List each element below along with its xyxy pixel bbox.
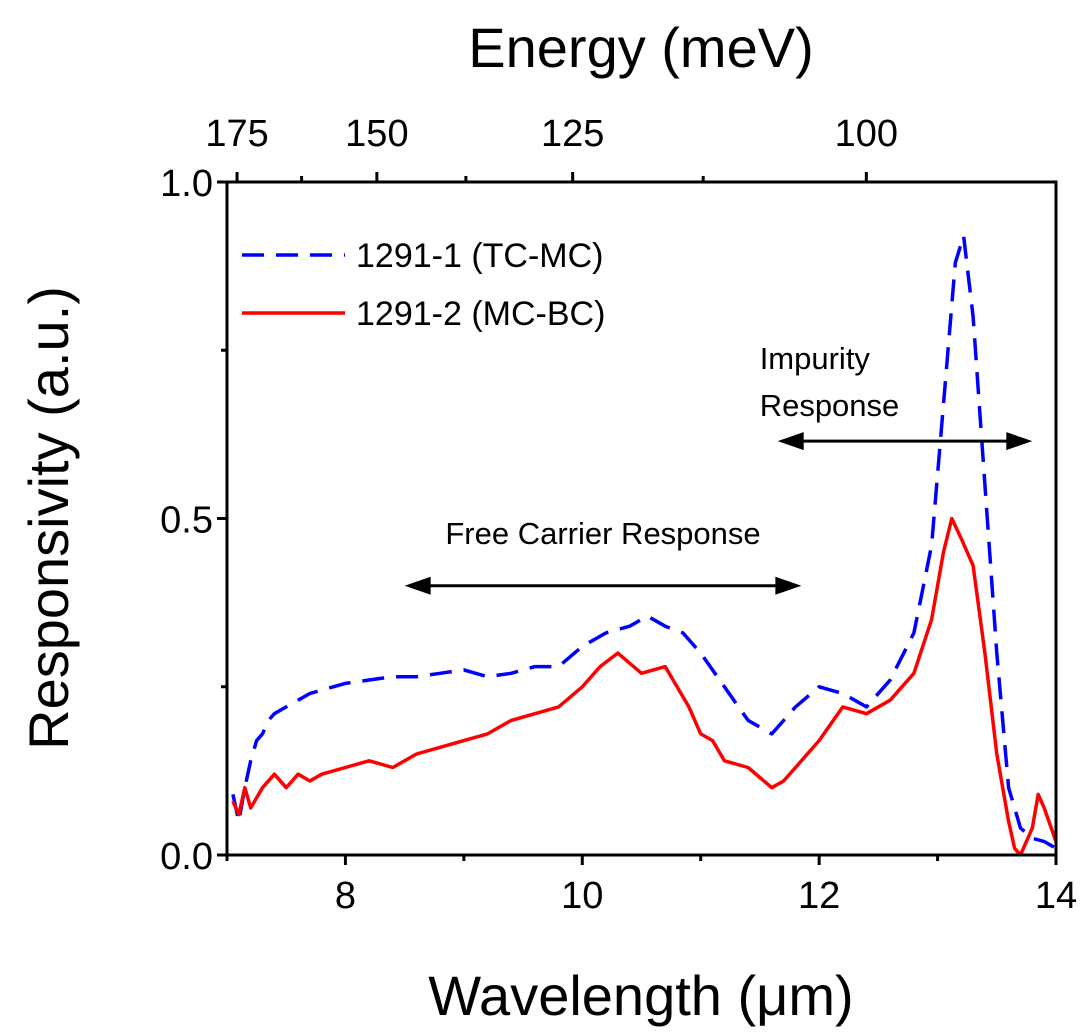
impurity-label-line: Impurity [760,341,871,376]
y-tick-label: 0.5 [160,500,213,542]
series-line-mc-bc [231,516,1056,855]
x-tick-label: 8 [335,875,356,917]
y-tick-label: 1.0 [160,163,213,205]
free-carrier-label: Free Carrier Response [445,516,760,551]
top-tick-label: 100 [835,113,898,155]
top-axis-title: Energy (meV) [468,16,813,79]
impurity-arrow [777,432,1033,451]
top-tick-label: 150 [345,113,408,155]
y-tick-label: 0.0 [160,836,213,878]
series-layer [231,234,1056,855]
free-carrier-arrow [404,576,802,595]
x-tick-label: 10 [561,875,603,917]
impurity-label-line: Response [760,388,900,423]
top-tick-label: 125 [541,113,604,155]
y-axis-title: Responsivity (a.u.) [17,286,80,750]
legend-label-tc-mc: 1291-1 (TC-MC) [356,237,603,275]
x-tick-label: 12 [798,875,840,917]
ticks-layer: 8 10 12 14 0.0 0.5 1.0 175 150 125 100 [160,113,1077,917]
x-axis-title: Wavelength (μm) [428,964,853,1027]
legend-label-mc-bc: 1291-2 (MC-BC) [356,295,605,333]
annotation-layer: Free Carrier Response Impurity Response [404,341,1033,595]
top-tick-label: 175 [205,113,268,155]
legend: 1291-1 (TC-MC) 1291-2 (MC-BC) [242,237,605,333]
x-tick-label: 14 [1035,875,1077,917]
series-line-tc-mc [231,234,1056,850]
